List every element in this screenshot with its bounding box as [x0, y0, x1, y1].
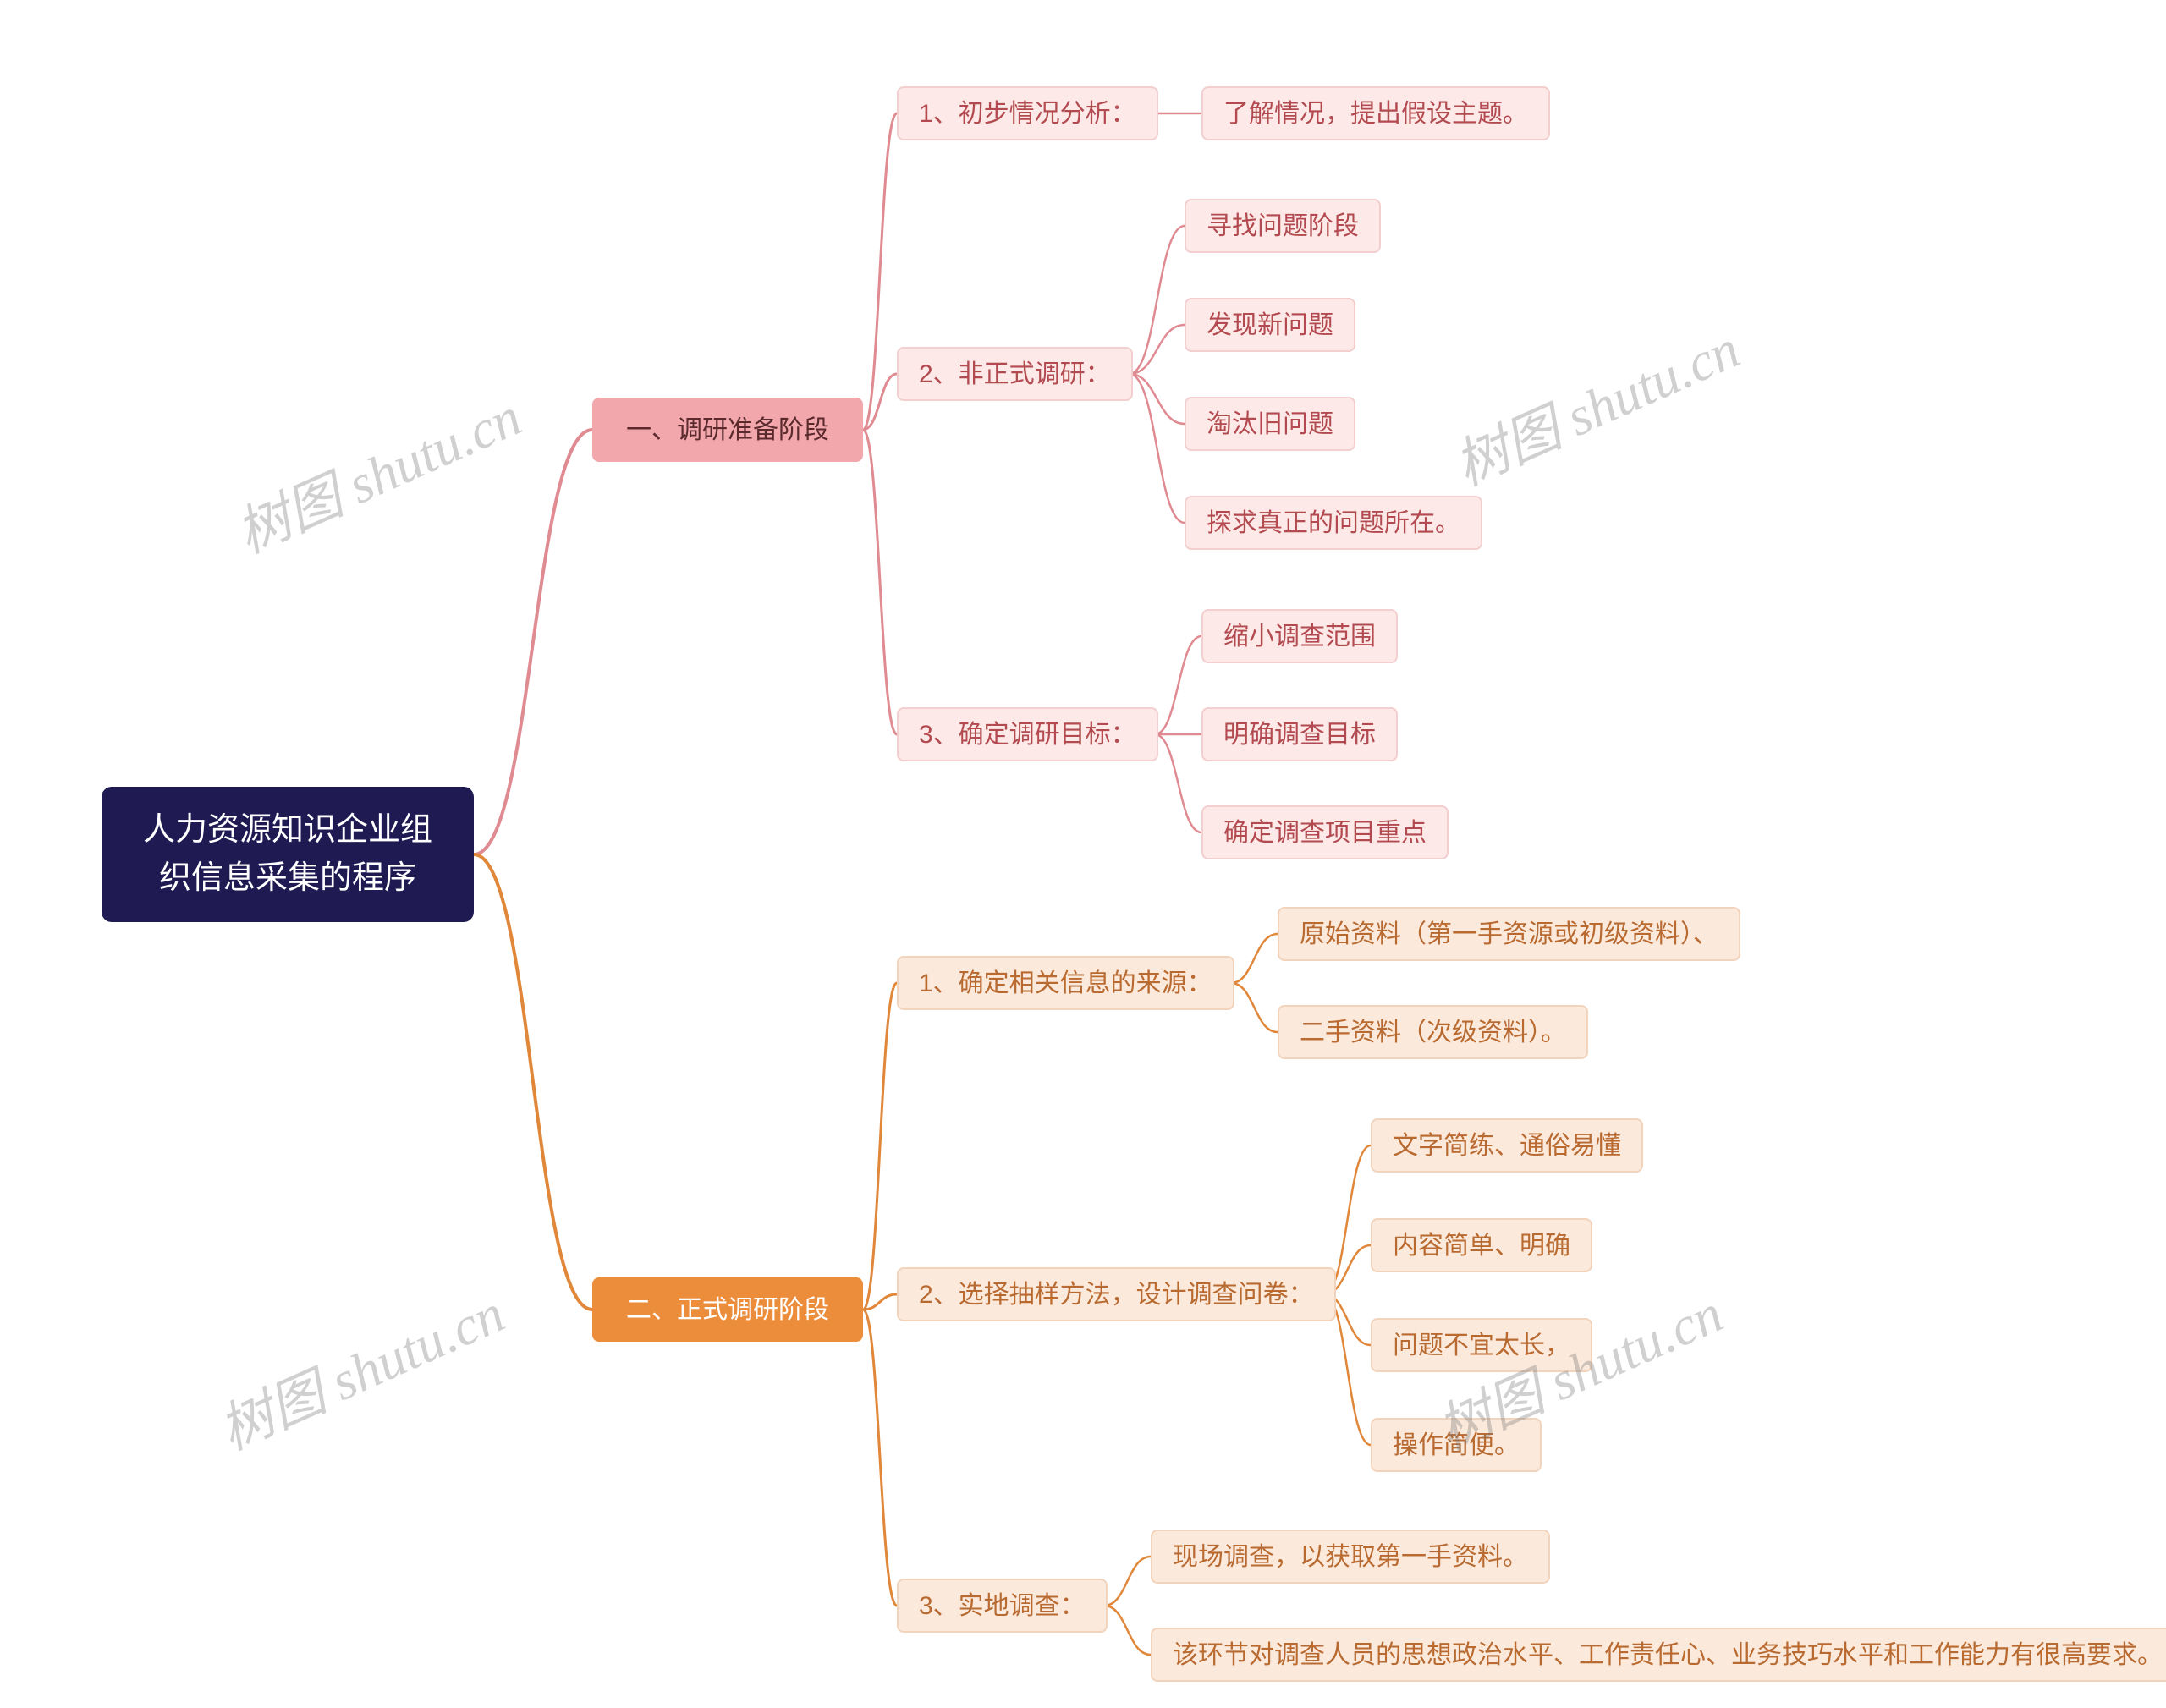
- branch-1-sub-1: 2、非正式调研：: [897, 347, 1133, 401]
- root-node: 人力资源知识企业组织信息采集的程序: [102, 787, 474, 922]
- branch-2-sub-0-leaf-1: 二手资料（次级资料）。: [1278, 1005, 1588, 1059]
- branch-1-sub-2-leaf-1: 明确调查目标: [1201, 707, 1398, 761]
- branch-1-sub-1-leaf-0: 寻找问题阶段: [1185, 199, 1381, 253]
- branch-1-sub-1-leaf-1: 发现新问题: [1185, 298, 1355, 352]
- branch-2-sub-1-leaf-2: 问题不宜太长，: [1371, 1318, 1592, 1372]
- branch-2-sub-2: 3、实地调查：: [897, 1579, 1108, 1633]
- branch-2-sub-1-leaf-3: 操作简便。: [1371, 1418, 1542, 1472]
- branch-1-sub-0-leaf-0: 了解情况，提出假设主题。: [1201, 86, 1550, 140]
- branch-1-sub-2-leaf-0: 缩小调查范围: [1201, 609, 1398, 663]
- branch-1-sub-1-leaf-2: 淘汰旧问题: [1185, 397, 1355, 451]
- branch-1-sub-2-leaf-2: 确定调查项目重点: [1201, 805, 1449, 859]
- branch-2-sub-2-leaf-0: 现场调查，以获取第一手资料。: [1151, 1530, 1550, 1584]
- branch-2: 二、正式调研阶段: [592, 1277, 863, 1342]
- branch-2-sub-1: 2、选择抽样方法，设计调查问卷：: [897, 1267, 1336, 1321]
- watermark-1: 树图 shutu.cn: [1441, 306, 1750, 501]
- branch-1-sub-2: 3、确定调研目标：: [897, 707, 1158, 761]
- watermark-2: 树图 shutu.cn: [206, 1271, 514, 1465]
- branch-1-sub-0: 1、初步情况分析：: [897, 86, 1158, 140]
- branch-2-sub-0: 1、确定相关信息的来源：: [897, 956, 1234, 1010]
- branch-2-sub-0-leaf-0: 原始资料（第一手资源或初级资料）、: [1278, 907, 1740, 961]
- branch-1-sub-1-leaf-3: 探求真正的问题所在。: [1185, 496, 1482, 550]
- branch-2-sub-1-leaf-1: 内容简单、明确: [1371, 1218, 1592, 1272]
- branch-1: 一、调研准备阶段: [592, 398, 863, 462]
- watermark-0: 树图 shutu.cn: [223, 374, 531, 568]
- branch-2-sub-1-leaf-0: 文字简练、通俗易懂: [1371, 1118, 1643, 1173]
- branch-2-sub-2-leaf-1: 该环节对调查人员的思想政治水平、工作责任心、业务技巧水平和工作能力有很高要求。: [1151, 1628, 2166, 1682]
